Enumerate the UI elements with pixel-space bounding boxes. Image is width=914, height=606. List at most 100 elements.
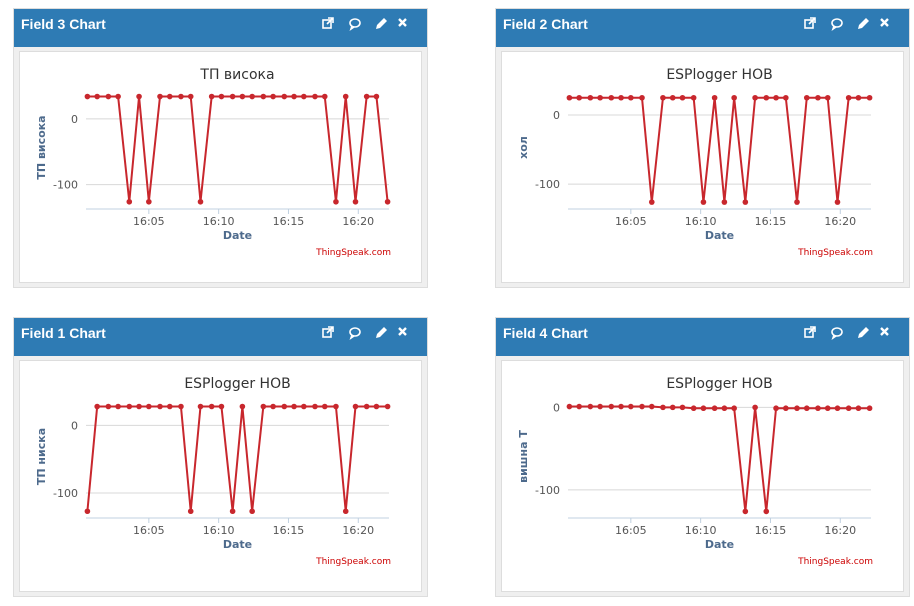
data-point (187, 508, 194, 515)
panel-icons[interactable] (800, 9, 895, 39)
data-point (855, 94, 862, 101)
data-point (136, 403, 142, 410)
data-point (363, 403, 370, 410)
data-point (576, 94, 582, 101)
data-point (291, 403, 297, 410)
panel-icons[interactable] (800, 318, 895, 348)
y-tick-label: 0 (553, 109, 560, 122)
header-icons[interactable] (318, 318, 413, 348)
panel-title: Field 2 Chart (503, 16, 588, 32)
data-point (249, 508, 255, 515)
data-point (178, 403, 184, 410)
data-point (352, 403, 359, 410)
data-point (783, 94, 789, 101)
data-point (679, 404, 686, 411)
credit: ThingSpeak.com (315, 248, 391, 258)
data-point (352, 198, 359, 205)
chart-panel: Field 1 Chart ESPlogger HOB 0 -100 16:05 16:… (13, 317, 428, 597)
data-line (569, 96, 870, 203)
data-point (845, 94, 852, 101)
x-tick-label: 16:20 (824, 524, 856, 537)
data-point (94, 403, 100, 410)
data-point (312, 93, 318, 100)
y-tick-label: -100 (535, 484, 560, 497)
data-point (373, 93, 380, 100)
panel-icons[interactable] (318, 318, 413, 348)
data-point (794, 405, 800, 412)
x-axis-label: Date (705, 229, 734, 242)
x-tick-label: 16:05 (133, 215, 165, 228)
chart-card (19, 51, 422, 283)
data-point (660, 94, 666, 101)
data-point (373, 403, 380, 410)
data-point (587, 403, 594, 410)
data-line (86, 405, 388, 512)
data-point (342, 508, 349, 515)
panel-icons[interactable] (318, 9, 413, 39)
data-point (794, 199, 800, 205)
panel-header: Field 1 Chart (14, 318, 427, 356)
panel-title: Field 1 Chart (21, 325, 106, 341)
x-tick-label: 16:15 (273, 215, 305, 228)
data-point (157, 93, 163, 100)
chart-panel: Field 4 Chart ESPlogger HOB 0 -100 16:05 16:… (495, 317, 910, 597)
data-point (824, 405, 831, 412)
data-point (731, 405, 737, 412)
data-point (566, 403, 573, 410)
data-point (105, 93, 112, 100)
data-line (569, 405, 870, 512)
data-point (229, 93, 236, 100)
panel-header: Field 2 Chart (496, 9, 909, 47)
chart: ESPlogger HOB 0 -100 16:05 16:10 16:15 16:20 Da… (517, 376, 873, 567)
data-point (763, 508, 770, 515)
data-point (218, 93, 225, 100)
data-point (773, 405, 779, 412)
data-point (639, 94, 645, 101)
credit: ThingSpeak.com (315, 557, 391, 567)
data-point (197, 198, 204, 205)
chart-title: ESPlogger HOB (184, 376, 290, 392)
data-point (187, 93, 194, 100)
panel-title: Field 4 Chart (503, 325, 588, 341)
credit: ThingSpeak.com (797, 248, 873, 258)
data-point (197, 403, 204, 410)
data-point (136, 93, 142, 100)
header-icons[interactable] (318, 9, 413, 39)
y-tick-label: -100 (535, 178, 560, 191)
data-point (608, 403, 615, 410)
chart-title: ESPlogger HOB (666, 67, 772, 83)
data-point (628, 403, 634, 410)
y-axis-label: ТП ниска (35, 428, 48, 485)
data-point (660, 404, 666, 411)
data-point (218, 403, 225, 410)
data-point (587, 94, 594, 101)
data-point (721, 199, 728, 205)
data-point (249, 93, 255, 100)
data-point (690, 405, 697, 412)
x-tick-label: 16:05 (615, 215, 647, 228)
data-point (301, 403, 307, 410)
header-icons[interactable] (800, 318, 895, 348)
x-tick-label: 16:10 (203, 215, 235, 228)
data-point (84, 93, 91, 100)
data-point (291, 93, 297, 100)
data-point (648, 199, 655, 205)
data-point (384, 403, 391, 410)
y-axis-label: ТП висока (35, 115, 48, 179)
data-point (597, 94, 603, 101)
y-axis-label: вишна Т (517, 430, 530, 483)
data-point (321, 93, 328, 100)
data-point (260, 403, 267, 410)
data-point (115, 403, 121, 410)
y-tick-label: -100 (53, 179, 78, 192)
x-tick-label: 16:20 (342, 215, 374, 228)
header-icons[interactable] (800, 9, 895, 39)
data-point (742, 508, 749, 515)
data-point (105, 403, 112, 410)
data-point (834, 199, 841, 205)
x-tick-label: 16:05 (133, 524, 165, 537)
chart-title: ESPlogger HOB (666, 376, 772, 392)
data-point (146, 403, 152, 410)
data-point (866, 94, 873, 101)
